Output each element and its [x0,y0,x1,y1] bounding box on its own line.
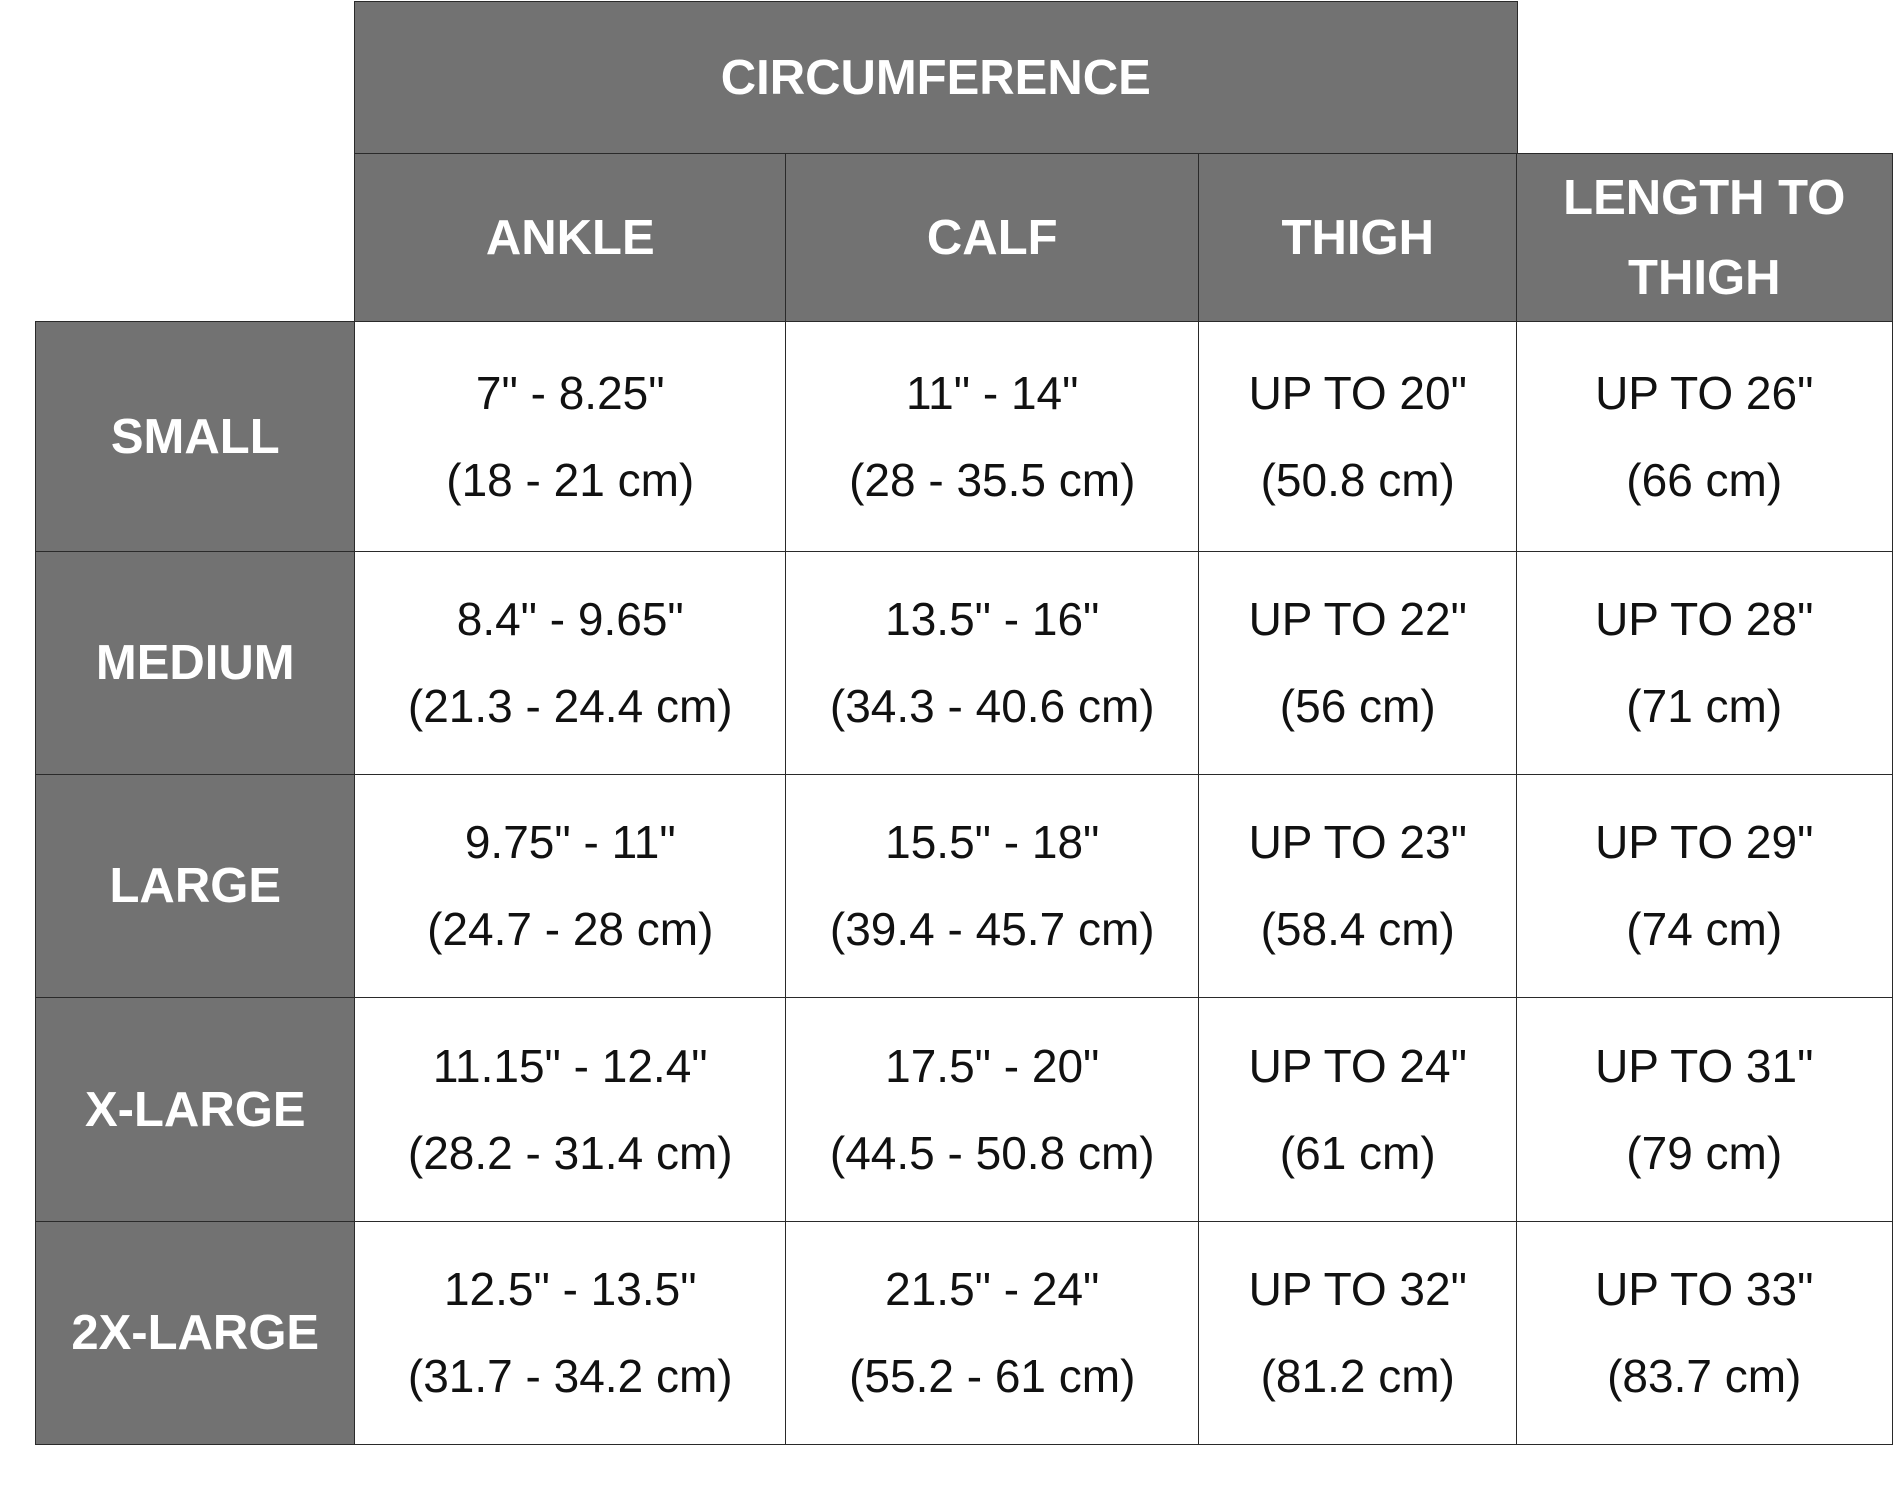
size-cell: 11" - 14" (28 - 35.5 cm) [785,321,1200,553]
cell-line: UP TO 31" [1595,1039,1814,1092]
size-cell: UP TO 26" (66 cm) [1516,321,1893,553]
cell-line: 17.5" - 20" [885,1039,1100,1092]
cell-line: 21.5" - 24" [885,1262,1100,1315]
size-cell: 15.5" - 18" (39.4 - 45.7 cm) [785,774,1200,999]
cell-line: 12.5" - 13.5" [443,1262,697,1315]
cell-line: UP TO 29" [1595,816,1814,869]
column-header: THIGH [1198,153,1518,323]
cell-line: (56 cm) [1279,680,1436,733]
row-header: LARGE [35,774,356,999]
cell-line: (21.3 - 24.4 cm) [407,680,733,733]
cell-line: (81.2 cm) [1260,1349,1455,1402]
cell-line: (79 cm) [1626,1126,1783,1179]
size-cell: UP TO 23" (58.4 cm) [1198,774,1518,999]
column-header-text: LENGTH TO THIGH [1563,170,1846,305]
size-cell: UP TO 28" (71 cm) [1516,551,1893,776]
cell-line: 8.4" - 9.65" [456,593,684,646]
cell-line: 13.5" - 16" [885,593,1100,646]
cell-line: 15.5" - 18" [885,816,1100,869]
row-header: X-LARGE [35,997,356,1223]
cell-line: UP TO 22" [1248,593,1467,646]
cell-line: (18 - 21 cm) [446,453,695,506]
cell-line: UP TO 33" [1595,1262,1814,1315]
size-cell: 21.5" - 24" (55.2 - 61 cm) [785,1221,1200,1445]
group-header: CIRCUMFERENCE [354,1,1518,155]
row-header: 2X-LARGE [35,1221,356,1445]
size-label: MEDIUM [95,636,295,691]
size-label: SMALL [110,409,280,464]
row-header: SMALL [35,321,356,553]
cell-line: 7" - 8.25" [475,366,665,419]
cell-line: 9.75" - 11" [464,816,676,869]
column-header: ANKLE [354,153,787,323]
cell-line: (61 cm) [1279,1126,1436,1179]
row-header: MEDIUM [35,551,356,776]
size-cell: UP TO 20" (50.8 cm) [1198,321,1518,553]
group-header-text: CIRCUMFERENCE [720,50,1151,105]
size-cell: 7" - 8.25" (18 - 21 cm) [354,321,787,553]
size-cell: UP TO 24" (61 cm) [1198,997,1518,1223]
cell-line: UP TO 28" [1595,593,1814,646]
cell-line: (74 cm) [1626,903,1783,956]
column-header: LENGTH TO THIGH [1516,153,1893,323]
cell-line: (44.5 - 50.8 cm) [829,1126,1155,1179]
size-cell: 8.4" - 9.65" (21.3 - 24.4 cm) [354,551,787,776]
cell-line: (28.2 - 31.4 cm) [407,1126,733,1179]
size-label: 2X-LARGE [71,1305,320,1360]
cell-line: UP TO 26" [1595,366,1814,419]
cell-line: UP TO 20" [1248,366,1467,419]
column-header: CALF [785,153,1200,323]
column-header-text: ANKLE [485,210,655,265]
size-cell: UP TO 32" (81.2 cm) [1198,1221,1518,1445]
size-cell: UP TO 22" (56 cm) [1198,551,1518,776]
size-cell: 11.15" - 12.4" (28.2 - 31.4 cm) [354,997,787,1223]
cell-line: UP TO 23" [1248,816,1467,869]
cell-line: UP TO 24" [1248,1039,1467,1092]
cell-line: (34.3 - 40.6 cm) [829,680,1155,733]
column-header-text: THIGH [1281,210,1434,265]
cell-line: UP TO 32" [1248,1262,1467,1315]
size-label: LARGE [109,859,282,914]
cell-line: (55.2 - 61 cm) [849,1349,1136,1402]
size-cell: UP TO 33" (83.7 cm) [1516,1221,1893,1445]
cell-line: (50.8 cm) [1260,453,1455,506]
size-cell: UP TO 31" (79 cm) [1516,997,1893,1223]
cell-line: (39.4 - 45.7 cm) [829,903,1155,956]
size-cell: 17.5" - 20" (44.5 - 50.8 cm) [785,997,1200,1223]
cell-line: 11.15" - 12.4" [432,1039,708,1092]
cell-line: (83.7 cm) [1607,1349,1802,1402]
size-cell: UP TO 29" (74 cm) [1516,774,1893,999]
size-label: X-LARGE [85,1082,306,1137]
cell-line: (66 cm) [1626,453,1783,506]
size-cell: 12.5" - 13.5" (31.7 - 34.2 cm) [354,1221,787,1445]
cell-line: (24.7 - 28 cm) [427,903,714,956]
cell-line: (28 - 35.5 cm) [849,453,1136,506]
cell-line: (71 cm) [1626,680,1783,733]
cell-line: (31.7 - 34.2 cm) [407,1349,733,1402]
size-cell: 13.5" - 16" (34.3 - 40.6 cm) [785,551,1200,776]
column-header-text: CALF [926,210,1058,265]
size-cell: 9.75" - 11" (24.7 - 28 cm) [354,774,787,999]
cell-line: 11" - 14" [906,366,1079,419]
cell-line: (58.4 cm) [1260,903,1455,956]
